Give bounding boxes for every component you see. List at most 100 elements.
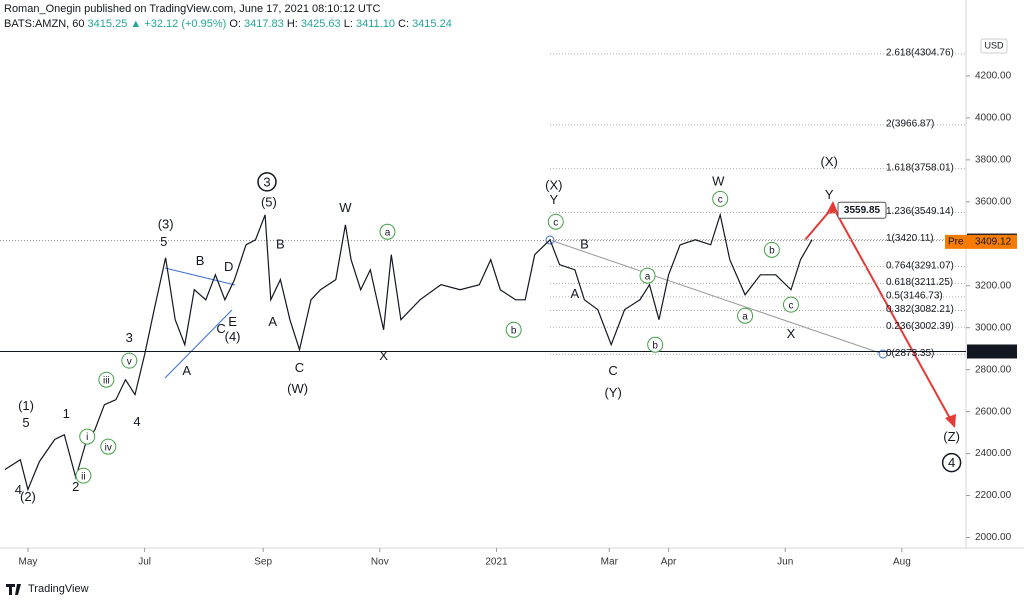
ohlc-value: 3415.24 (412, 18, 452, 30)
author-line: Roman_Onegin published on TradingView.co… (4, 3, 381, 15)
wave-label: iii (98, 371, 115, 388)
label-text: 3 (263, 174, 270, 189)
wave-label: 2 (72, 479, 79, 494)
label-text: c (788, 300, 793, 311)
label-circle (505, 321, 522, 338)
fib-label: 1.618(3758.01) (886, 162, 954, 173)
label-circle (639, 267, 656, 284)
label-circle (647, 336, 664, 353)
callout-box (837, 201, 887, 219)
x-tick-label: Jul (138, 557, 151, 568)
label-text: b (769, 245, 775, 256)
label-text: (Y) (604, 385, 621, 400)
wave-label: (2) (20, 489, 36, 504)
brand: TradingView (28, 583, 89, 595)
label-text: W (339, 200, 352, 215)
wave-label: 1 (63, 406, 70, 421)
symbol-line: BATS:AMZN, 60 3415.25 ▲ +32.12 (+0.95%) … (4, 18, 452, 30)
label-circle (79, 428, 96, 445)
label-text: C (295, 360, 304, 375)
wave-label: B (276, 236, 285, 251)
wave-label: C (608, 363, 617, 378)
wave-label: (3) (158, 216, 174, 231)
label-circle (782, 296, 799, 313)
y-tick-label: 4000.00 (975, 113, 1012, 124)
currency-box (980, 38, 1008, 54)
x-tick-label: Apr (661, 557, 677, 568)
x-tick-label: May (18, 557, 37, 568)
label-text: A (268, 314, 277, 329)
label-text: B (580, 236, 589, 251)
y-tick-label: 2800.00 (975, 364, 1012, 375)
wave-label: 4 (941, 452, 962, 473)
label-text: (Z) (943, 429, 960, 444)
label-text: ii (81, 471, 85, 482)
y-tick-label: 2400.00 (975, 448, 1012, 459)
ohlc-label: L: (344, 18, 353, 30)
label-text: W (712, 173, 725, 188)
wave-label: X (379, 348, 388, 363)
y-tick-label: 2200.00 (975, 490, 1012, 501)
wave-label: A (182, 363, 191, 378)
label-text: X (787, 326, 796, 341)
wave-label: 4 (15, 482, 22, 497)
fib-label: 0.236(3002.39) (886, 321, 954, 332)
wave-label: (X) (545, 177, 562, 192)
wave-label: (Y) (604, 385, 621, 400)
label-text: A (571, 286, 580, 301)
wave-label: 5 (160, 234, 167, 249)
y-tick-label: 4200.00 (975, 71, 1012, 82)
fib-label: 2.618(4304.76) (886, 48, 954, 59)
arrow-head (945, 414, 956, 428)
ohlc-value: 3417.83 (244, 18, 284, 30)
pre-label: Pre (948, 236, 964, 247)
wave-label: c (782, 296, 799, 313)
wave-label: a (737, 307, 754, 324)
wave-label: a (379, 223, 396, 240)
fib-label: 1.236(3549.14) (886, 206, 954, 217)
price-line (4, 212, 813, 492)
label-text: 4 (133, 414, 140, 429)
ohlc-label: O: (229, 18, 241, 30)
wave-label: B (196, 253, 205, 268)
y-tick-label: 3600.00 (975, 196, 1012, 207)
label-text: iii (103, 375, 110, 386)
label-text: 4 (15, 482, 22, 497)
label-text: 5 (22, 415, 29, 430)
label-text: C (608, 363, 617, 378)
wave-label: c (547, 213, 564, 230)
label-text: X (379, 348, 388, 363)
wave-label: (1) (18, 398, 34, 413)
hline-tag (967, 344, 1017, 359)
label-text: B (196, 253, 205, 268)
wave-label: W (712, 173, 725, 188)
fib-label: 0.5(3146.73) (886, 291, 943, 302)
fib-label: 0.618(3211.25) (886, 277, 953, 288)
label-circle (712, 190, 729, 207)
label-text: b (652, 340, 658, 351)
wave-label: E (228, 314, 237, 329)
y-tick-label: 3200.00 (975, 280, 1012, 291)
label-circle (257, 172, 277, 192)
label-text: D (224, 259, 233, 274)
label-text: a (645, 271, 651, 282)
callout-label: 3559.85 (844, 205, 881, 216)
label-text: Y (550, 192, 559, 207)
label-text: 1 (63, 406, 70, 421)
wave-label: B (580, 236, 589, 251)
label-text: 5 (160, 234, 167, 249)
x-tick-label: Sep (254, 557, 272, 568)
x-tick-label: Aug (893, 557, 911, 568)
label-text: 2 (72, 479, 79, 494)
wave-label: (5) (261, 194, 277, 209)
label-circle (737, 307, 754, 324)
ohlc-value: 3425.63 (301, 18, 341, 30)
wave-label: 4 (133, 414, 140, 429)
wave-label: 5 (22, 415, 29, 430)
wave-label: W (339, 200, 352, 215)
fib-label: 0.382(3082.21) (886, 304, 954, 315)
wave-label: v (121, 352, 138, 369)
wave-label: 3 (257, 172, 277, 192)
wave-label: ii (75, 467, 92, 484)
label-text: C (216, 321, 225, 336)
